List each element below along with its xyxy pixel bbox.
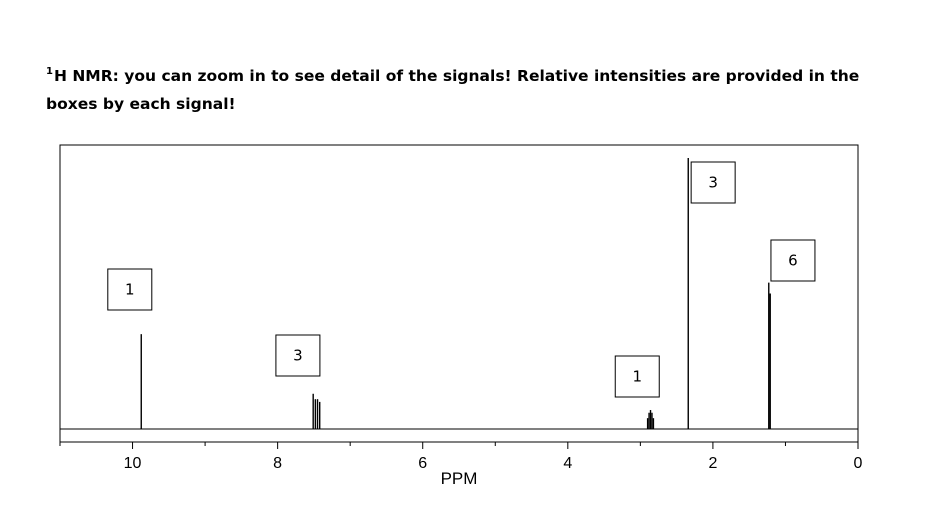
plot-frame bbox=[59, 144, 859, 443]
intensity-box-frame bbox=[614, 355, 660, 398]
intensity-value: 3 bbox=[708, 174, 718, 192]
intensity-box: 1 bbox=[107, 268, 153, 311]
x-axis-tick-label: 10 bbox=[124, 455, 142, 472]
x-axis-tick-label: 2 bbox=[708, 455, 717, 472]
superscript-number: 1 bbox=[46, 66, 53, 77]
intensity-box-frame bbox=[275, 334, 321, 377]
peak-group bbox=[140, 158, 771, 429]
instruction-label: H NMR: you can zoom in to see detail of … bbox=[46, 67, 860, 113]
intensity-box: 3 bbox=[690, 161, 736, 204]
intensity-box-group: 1 3 1 3 6 bbox=[107, 161, 816, 398]
x-axis-tick-label: 0 bbox=[854, 455, 863, 472]
instructions-text: 1H NMR: you can zoom in to see detail of… bbox=[46, 58, 906, 118]
x-axis-tick-label: 6 bbox=[418, 455, 427, 472]
x-axis-tick-label: 8 bbox=[273, 455, 282, 472]
intensity-value: 1 bbox=[632, 368, 642, 386]
intensity-box-frame bbox=[690, 161, 736, 204]
x-axis-tick-label: 4 bbox=[563, 455, 572, 472]
intensity-box: 3 bbox=[275, 334, 321, 377]
intensity-value: 1 bbox=[125, 281, 135, 299]
intensity-value: 3 bbox=[293, 347, 303, 365]
intensity-box: 1 bbox=[614, 355, 660, 398]
x-axis-tick-labels: 10 8 6 4 2 0 bbox=[124, 455, 863, 472]
intensity-box: 6 bbox=[770, 239, 816, 282]
intensity-box-frame bbox=[770, 239, 816, 282]
intensity-value: 6 bbox=[788, 252, 798, 270]
x-axis-title: PPM bbox=[441, 469, 478, 488]
intensity-box-frame bbox=[107, 268, 153, 311]
x-axis-ticks bbox=[59, 442, 859, 449]
